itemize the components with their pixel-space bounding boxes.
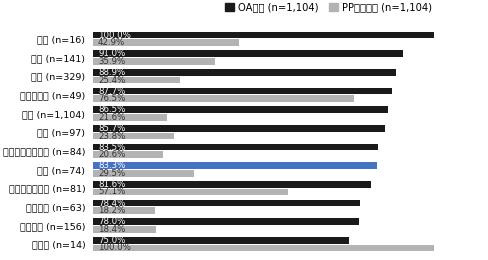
Bar xyxy=(93,32,434,38)
Text: 88.9%: 88.9% xyxy=(98,68,125,77)
Text: 42.9%: 42.9% xyxy=(98,38,125,47)
Bar xyxy=(93,237,349,244)
Bar xyxy=(93,151,163,158)
Text: 87.7%: 87.7% xyxy=(98,87,125,95)
Bar xyxy=(93,170,194,177)
Text: 25.4%: 25.4% xyxy=(98,75,125,84)
Text: 78.0%: 78.0% xyxy=(98,217,125,226)
Bar xyxy=(93,88,392,94)
Bar xyxy=(93,133,174,139)
Text: 18.2%: 18.2% xyxy=(98,206,125,215)
Text: 100.0%: 100.0% xyxy=(98,30,131,40)
Text: 23.8%: 23.8% xyxy=(98,132,125,140)
Text: 83.3%: 83.3% xyxy=(98,161,125,170)
Text: 57.1%: 57.1% xyxy=(98,187,125,197)
Text: 75.0%: 75.0% xyxy=(98,236,125,245)
Text: 100.0%: 100.0% xyxy=(98,243,131,252)
Legend: OA経験 (n=1,104), PP公開経験 (n=1,104): OA経験 (n=1,104), PP公開経験 (n=1,104) xyxy=(221,0,436,16)
Text: 21.6%: 21.6% xyxy=(98,113,125,122)
Bar xyxy=(93,39,239,46)
Text: 29.5%: 29.5% xyxy=(98,169,125,178)
Text: 86.5%: 86.5% xyxy=(98,105,125,114)
Bar xyxy=(93,95,354,102)
Bar xyxy=(93,200,360,206)
Bar xyxy=(93,188,288,196)
Text: 91.0%: 91.0% xyxy=(98,49,125,58)
Bar xyxy=(93,181,371,188)
Bar xyxy=(93,106,388,113)
Bar xyxy=(93,245,434,251)
Bar xyxy=(93,226,156,233)
Bar xyxy=(93,114,166,121)
Text: 76.5%: 76.5% xyxy=(98,94,125,103)
Bar xyxy=(93,58,215,65)
Bar xyxy=(93,125,385,132)
Bar xyxy=(93,50,404,57)
Bar xyxy=(93,207,155,214)
Bar xyxy=(93,218,359,225)
Text: 35.9%: 35.9% xyxy=(98,57,125,66)
Text: 83.5%: 83.5% xyxy=(98,142,125,152)
Bar xyxy=(93,69,396,76)
Text: 81.6%: 81.6% xyxy=(98,180,125,189)
Text: 20.6%: 20.6% xyxy=(98,150,125,159)
Bar xyxy=(93,76,180,83)
Bar xyxy=(93,162,377,169)
Bar xyxy=(93,144,378,151)
Text: 78.4%: 78.4% xyxy=(98,198,125,207)
Text: 18.4%: 18.4% xyxy=(98,225,125,234)
Text: 85.7%: 85.7% xyxy=(98,124,125,133)
